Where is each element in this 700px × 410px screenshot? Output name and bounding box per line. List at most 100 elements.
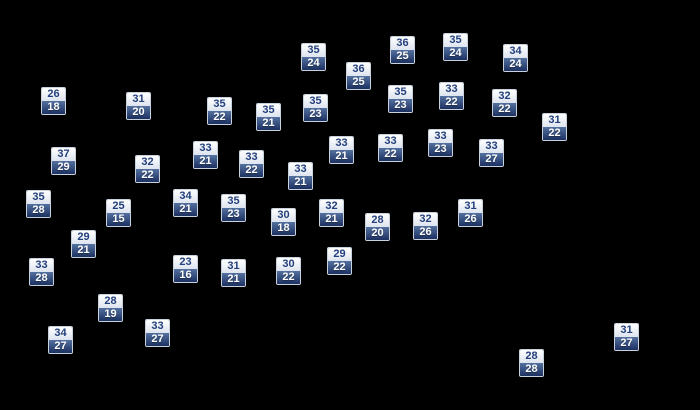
low-temp: 22: [240, 164, 263, 177]
high-temp: 35: [208, 98, 231, 111]
temp-marker[interactable]: 33 28: [29, 258, 54, 286]
low-temp: 22: [208, 111, 231, 124]
temp-marker[interactable]: 36 25: [390, 36, 415, 64]
low-temp: 20: [366, 227, 389, 240]
temp-marker[interactable]: 32 22: [135, 155, 160, 183]
high-temp: 31: [615, 324, 638, 337]
temp-marker[interactable]: 33 27: [145, 319, 170, 347]
temp-marker[interactable]: 33 22: [439, 82, 464, 110]
temp-marker[interactable]: 32 26: [413, 212, 438, 240]
high-temp: 34: [174, 190, 197, 203]
low-temp: 16: [174, 269, 197, 282]
low-temp: 23: [389, 99, 412, 112]
temp-marker[interactable]: 32 22: [492, 89, 517, 117]
temp-marker[interactable]: 33 22: [378, 134, 403, 162]
temp-marker[interactable]: 23 16: [173, 255, 198, 283]
temp-marker[interactable]: 36 25: [346, 62, 371, 90]
temp-marker[interactable]: 35 23: [221, 194, 246, 222]
low-temp: 21: [289, 176, 312, 189]
high-temp: 33: [330, 137, 353, 150]
high-temp: 35: [444, 34, 467, 47]
temp-marker[interactable]: 35 28: [26, 190, 51, 218]
high-temp: 33: [429, 130, 452, 143]
temp-marker[interactable]: 34 21: [173, 189, 198, 217]
temp-marker[interactable]: 34 27: [48, 326, 73, 354]
temp-marker[interactable]: 34 24: [503, 44, 528, 72]
high-temp: 33: [379, 135, 402, 148]
low-temp: 27: [49, 340, 72, 353]
temp-marker[interactable]: 35 24: [301, 43, 326, 71]
low-temp: 24: [302, 57, 325, 70]
high-temp: 28: [366, 214, 389, 227]
low-temp: 21: [320, 213, 343, 226]
low-temp: 27: [480, 153, 503, 166]
high-temp: 31: [222, 260, 245, 273]
temp-marker[interactable]: 33 27: [479, 139, 504, 167]
low-temp: 28: [520, 363, 543, 376]
temp-marker[interactable]: 35 21: [256, 103, 281, 131]
high-temp: 35: [389, 86, 412, 99]
temp-marker[interactable]: 29 21: [71, 230, 96, 258]
temp-marker[interactable]: 33 21: [193, 141, 218, 169]
low-temp: 19: [99, 308, 122, 321]
high-temp: 32: [493, 90, 516, 103]
low-temp: 23: [304, 108, 327, 121]
temp-marker[interactable]: 30 22: [276, 257, 301, 285]
temp-marker[interactable]: 26 18: [41, 87, 66, 115]
high-temp: 33: [194, 142, 217, 155]
temp-marker[interactable]: 33 21: [329, 136, 354, 164]
high-temp: 36: [347, 63, 370, 76]
high-temp: 33: [240, 151, 263, 164]
low-temp: 23: [222, 208, 245, 221]
low-temp: 20: [127, 106, 150, 119]
temp-marker[interactable]: 35 24: [443, 33, 468, 61]
temp-marker[interactable]: 32 21: [319, 199, 344, 227]
high-temp: 34: [49, 327, 72, 340]
temp-marker[interactable]: 31 21: [221, 259, 246, 287]
low-temp: 22: [136, 169, 159, 182]
low-temp: 24: [504, 58, 527, 71]
low-temp: 29: [52, 161, 75, 174]
low-temp: 25: [347, 76, 370, 89]
temp-marker[interactable]: 31 22: [542, 113, 567, 141]
temp-marker[interactable]: 28 20: [365, 213, 390, 241]
low-temp: 23: [429, 143, 452, 156]
temp-marker[interactable]: 28 28: [519, 349, 544, 377]
temp-marker[interactable]: 29 22: [327, 247, 352, 275]
temp-marker[interactable]: 30 18: [271, 208, 296, 236]
low-temp: 26: [459, 213, 482, 226]
low-temp: 22: [493, 103, 516, 116]
low-temp: 21: [72, 244, 95, 257]
temp-marker[interactable]: 31 26: [458, 199, 483, 227]
high-temp: 30: [272, 209, 295, 222]
temp-marker[interactable]: 33 22: [239, 150, 264, 178]
low-temp: 28: [27, 204, 50, 217]
high-temp: 35: [222, 195, 245, 208]
high-temp: 28: [99, 295, 122, 308]
low-temp: 21: [222, 273, 245, 286]
temp-marker[interactable]: 25 15: [106, 199, 131, 227]
high-temp: 31: [459, 200, 482, 213]
temp-marker[interactable]: 33 23: [428, 129, 453, 157]
high-temp: 33: [30, 259, 53, 272]
low-temp: 22: [328, 261, 351, 274]
temp-marker[interactable]: 33 21: [288, 162, 313, 190]
temp-marker[interactable]: 31 27: [614, 323, 639, 351]
temp-marker[interactable]: 37 29: [51, 147, 76, 175]
low-temp: 27: [615, 337, 638, 350]
high-temp: 35: [302, 44, 325, 57]
low-temp: 26: [414, 226, 437, 239]
high-temp: 26: [42, 88, 65, 101]
high-temp: 25: [107, 200, 130, 213]
temp-marker[interactable]: 35 23: [388, 85, 413, 113]
temp-marker[interactable]: 35 23: [303, 94, 328, 122]
temp-marker[interactable]: 28 19: [98, 294, 123, 322]
low-temp: 21: [330, 150, 353, 163]
high-temp: 28: [520, 350, 543, 363]
high-temp: 32: [136, 156, 159, 169]
high-temp: 35: [304, 95, 327, 108]
temp-marker[interactable]: 35 22: [207, 97, 232, 125]
temp-marker[interactable]: 31 20: [126, 92, 151, 120]
low-temp: 18: [42, 101, 65, 114]
high-temp: 34: [504, 45, 527, 58]
